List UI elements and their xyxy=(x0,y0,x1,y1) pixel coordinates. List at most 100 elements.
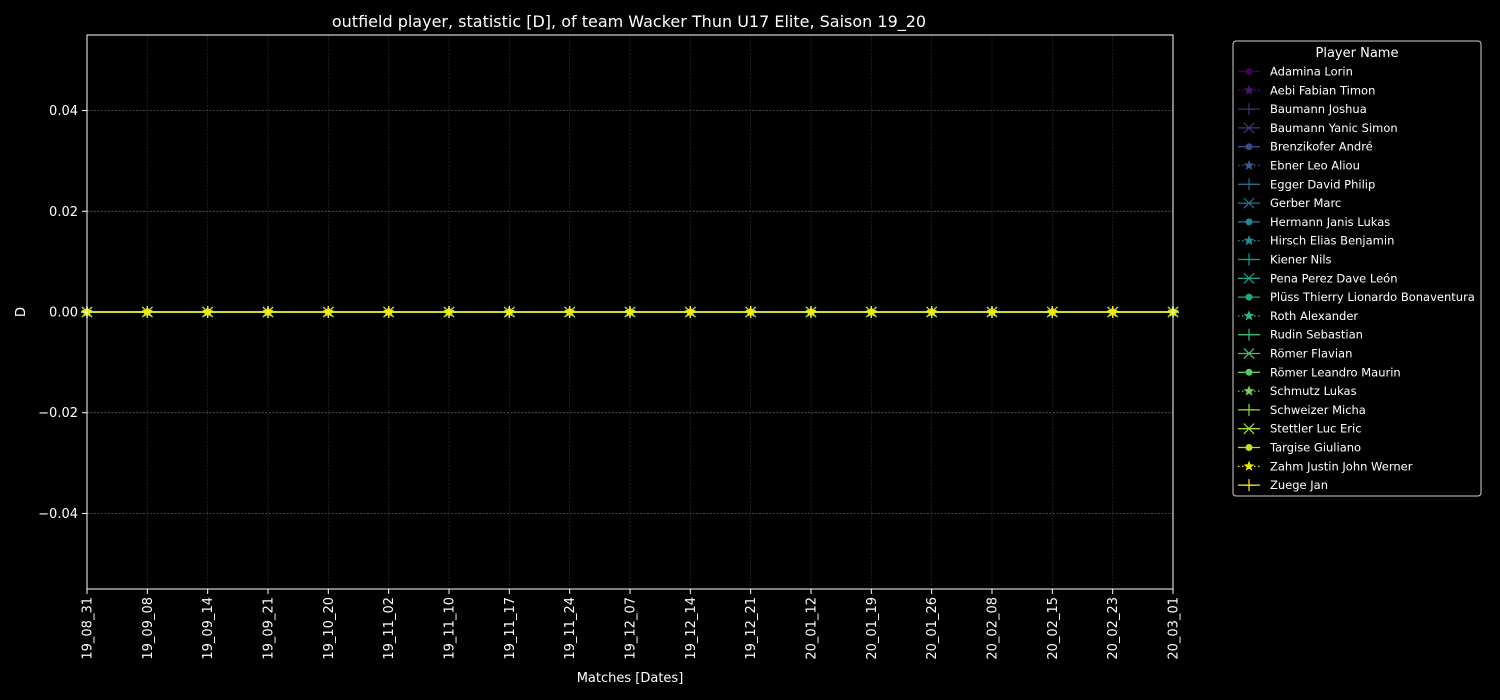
y-tick-label: 0.04 xyxy=(49,104,78,119)
x-axis: 19_08_31 19_09_08 19_09_14 19_09_21 19_10_20… xyxy=(81,589,1182,660)
data-point xyxy=(322,306,335,318)
legend-item-7: Egger David Philip xyxy=(1238,177,1375,191)
x-tick-label: 19_12_07 xyxy=(624,597,639,660)
y-tick-label: 0.00 xyxy=(49,306,78,321)
legend-label: Hermann Janis Lukas xyxy=(1270,215,1390,229)
legend-marker xyxy=(1243,310,1255,321)
legend-marker xyxy=(1243,385,1255,396)
x-tick-label: 19_08_31 xyxy=(81,597,96,660)
legend-label: Stettler Luc Eric xyxy=(1270,422,1362,436)
legend-item-11: Kiener Nils xyxy=(1238,253,1332,267)
data-point xyxy=(986,306,998,318)
legend-marker xyxy=(1245,218,1253,226)
chart-title: outfield player, statistic [D], of team … xyxy=(332,12,926,32)
data-point xyxy=(503,306,516,318)
legend-marker xyxy=(1243,197,1255,209)
legend-item-18: Schmutz Lukas xyxy=(1238,384,1357,398)
legend-item-12: Pena Perez Dave León xyxy=(1238,271,1397,285)
legend-marker xyxy=(1243,178,1255,191)
legend-item-22: Zahm Justin John Werner xyxy=(1238,459,1413,473)
legend-item-20: Stettler Luc Eric xyxy=(1238,422,1362,436)
x-tick-label: 19_11_24 xyxy=(563,597,578,660)
legend-item-17: Römer Leandro Maurin xyxy=(1238,365,1401,379)
legend-marker xyxy=(1245,444,1253,451)
legend-item-4: Baumann Yanic Simon xyxy=(1238,121,1398,135)
data-point xyxy=(262,306,274,318)
legend-marker xyxy=(1245,68,1253,75)
legend-label: Römer Leandro Maurin xyxy=(1270,365,1401,379)
legend-label: Brenzikofer André xyxy=(1270,140,1373,154)
x-tick-label: 19_09_21 xyxy=(262,597,277,660)
legend-marker xyxy=(1243,159,1255,171)
data-point xyxy=(1046,306,1059,318)
legend-label: Rudin Sebastian xyxy=(1270,328,1363,342)
legend-label: Kiener Nils xyxy=(1270,253,1332,267)
legend-item-23: Zuege Jan xyxy=(1238,478,1328,492)
legend-label: Gerber Marc xyxy=(1270,196,1341,210)
legend-label: Aebi Fabian Timon xyxy=(1270,83,1375,97)
x-axis-label: Matches [Dates] xyxy=(577,671,684,686)
legend-label: Baumann Joshua xyxy=(1270,102,1367,116)
x-tick-label: 19_09_14 xyxy=(201,597,216,660)
legend-item-14: Roth Alexander xyxy=(1238,309,1358,323)
data-point xyxy=(865,306,878,318)
legend: Player Name Adamina Lorin Aebi Fabian Tim… xyxy=(1232,40,1482,497)
legend-item-15: Rudin Sebastian xyxy=(1238,328,1363,342)
legend-item-10: Hirsch Elias Benjamin xyxy=(1238,234,1394,248)
legend-label: Schweizer Micha xyxy=(1270,403,1366,417)
legend-marker xyxy=(1243,103,1255,116)
x-tick-label: 20_03_01 xyxy=(1167,597,1182,660)
data-point xyxy=(805,306,817,318)
data-point xyxy=(1106,306,1119,318)
data-point xyxy=(443,306,455,318)
legend-marker xyxy=(1243,84,1255,96)
legend-label: Egger David Philip xyxy=(1270,177,1375,191)
legend-label: Zahm Justin John Werner xyxy=(1270,459,1413,473)
legend-label: Adamina Lorin xyxy=(1270,65,1353,79)
legend-marker xyxy=(1243,328,1255,341)
legend-label: Targise Giuliano xyxy=(1269,441,1361,455)
legend-item-2: Aebi Fabian Timon xyxy=(1238,83,1375,97)
legend-item-5: Brenzikofer André xyxy=(1238,140,1373,154)
series-group xyxy=(81,306,1179,318)
x-tick-label: 19_11_10 xyxy=(443,597,458,660)
y-axis-label: D xyxy=(14,307,29,317)
y-tick-label: −0.04 xyxy=(38,507,78,522)
x-tick-label: 19_11_17 xyxy=(503,597,518,660)
x-tick-label: 20_02_23 xyxy=(1106,597,1121,660)
legend-item-19: Schweizer Micha xyxy=(1238,403,1366,417)
data-point xyxy=(925,306,938,318)
legend-marker xyxy=(1243,479,1255,492)
x-tick-label: 19_11_02 xyxy=(382,597,397,660)
legend-marker xyxy=(1243,403,1255,416)
x-tick-label: 19_09_08 xyxy=(141,597,156,660)
legend-marker xyxy=(1243,423,1255,435)
legend-item-21: Targise Giuliano xyxy=(1238,441,1361,455)
legend-marker xyxy=(1245,368,1253,376)
legend-item-9: Hermann Janis Lukas xyxy=(1238,215,1390,229)
legend-label: Ebner Leo Aliou xyxy=(1270,159,1360,173)
data-point xyxy=(201,306,214,318)
legend-label: Zuege Jan xyxy=(1270,478,1328,492)
series-23 xyxy=(81,306,1179,318)
y-tick-label: 0.02 xyxy=(49,205,78,220)
data-point xyxy=(141,306,154,318)
legend-item-8: Gerber Marc xyxy=(1238,196,1341,210)
legend-marker xyxy=(1245,143,1253,151)
legend-marker xyxy=(1243,122,1255,134)
x-tick-label: 19_12_21 xyxy=(744,597,759,660)
legend-marker xyxy=(1243,272,1255,284)
legend-item-16: Römer Flavian xyxy=(1238,347,1352,361)
legend-label: Plüss Thierry Lionardo Bonaventura xyxy=(1270,290,1475,304)
legend-label: Schmutz Lukas xyxy=(1270,384,1357,398)
legend-items: Adamina Lorin Aebi Fabian Timon Baumann Jo… xyxy=(1238,65,1475,492)
x-tick-label: 20_01_19 xyxy=(865,597,880,660)
legend-label: Roth Alexander xyxy=(1270,309,1358,323)
legend-label: Baumann Yanic Simon xyxy=(1270,121,1398,135)
legend-label: Hirsch Elias Benjamin xyxy=(1270,234,1394,248)
data-point xyxy=(382,306,395,318)
x-tick-label: 20_02_08 xyxy=(986,597,1001,660)
x-tick-label: 20_01_12 xyxy=(805,597,820,660)
x-tick-label: 19_10_20 xyxy=(322,597,337,660)
